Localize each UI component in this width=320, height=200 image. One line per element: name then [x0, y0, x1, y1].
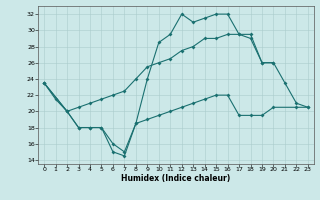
X-axis label: Humidex (Indice chaleur): Humidex (Indice chaleur): [121, 174, 231, 183]
